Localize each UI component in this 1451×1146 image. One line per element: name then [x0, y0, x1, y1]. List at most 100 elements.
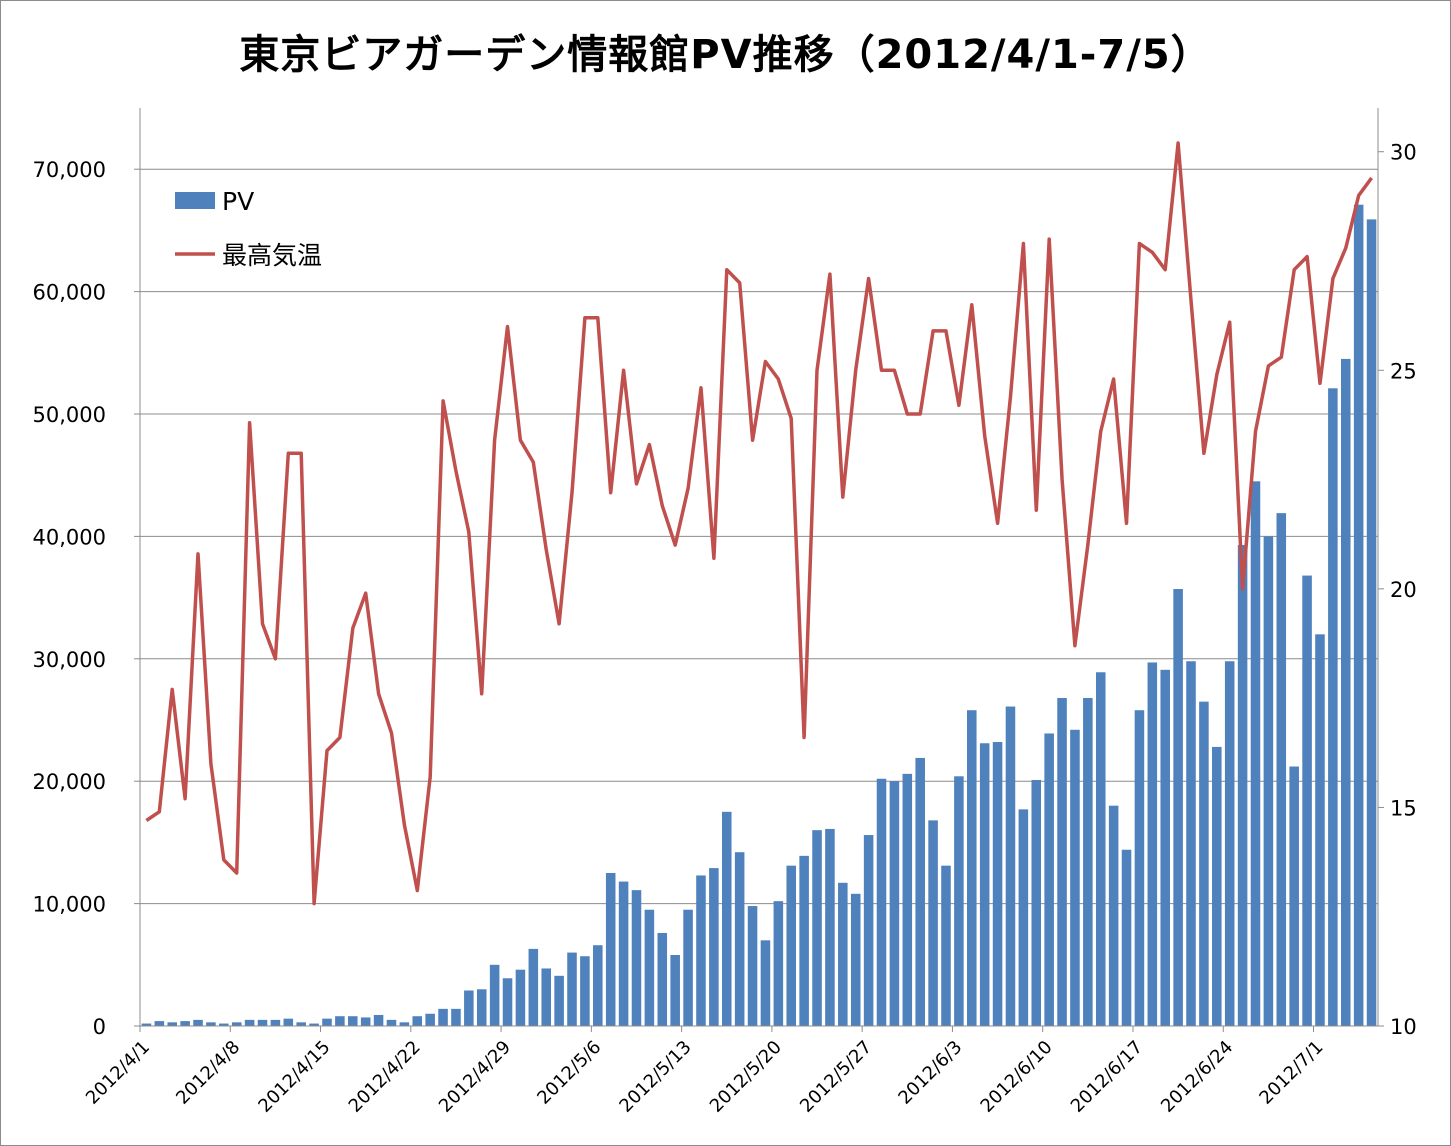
pv-bar	[915, 757, 925, 1026]
pv-bar	[683, 909, 693, 1026]
pv-bar	[838, 882, 848, 1026]
legend-temp-label: 最高気温	[222, 241, 322, 270]
pv-bar	[1173, 589, 1183, 1026]
pv-bar	[1315, 634, 1325, 1026]
pv-bar	[1160, 669, 1170, 1026]
pv-bar	[360, 1017, 371, 1026]
pv-bar	[631, 890, 642, 1026]
x-tick-label: 2012/5/20	[706, 1037, 786, 1117]
pv-bar	[1289, 766, 1299, 1026]
x-tick-label: 2012/4/1	[82, 1037, 154, 1109]
pv-bar	[644, 909, 655, 1026]
pv-bar	[657, 932, 668, 1026]
pv-bar	[502, 978, 513, 1026]
pv-bar	[141, 1023, 152, 1026]
pv-bar	[1186, 661, 1196, 1026]
pv-bar	[863, 835, 874, 1026]
pv-bar	[283, 1018, 294, 1026]
pv-bar	[979, 743, 990, 1026]
pv-bar	[941, 865, 951, 1026]
pv-bar	[825, 828, 835, 1026]
pv-bar	[709, 868, 719, 1026]
left-tick-label: 40,000	[33, 525, 106, 549]
pv-bar	[386, 1019, 397, 1026]
left-tick-label: 0	[93, 1015, 106, 1039]
left-tick-label: 30,000	[33, 648, 106, 672]
chart-title: 東京ビアガーデン情報館PV推移（2012/4/1-7/5）	[239, 32, 1212, 78]
pv-bar	[464, 990, 474, 1026]
pv-bar	[425, 1013, 435, 1026]
temperature-polyline	[145, 141, 1374, 906]
pv-bar	[902, 773, 913, 1026]
x-tick-label: 2012/5/6	[533, 1037, 605, 1109]
pv-bar	[1018, 809, 1029, 1026]
pv-bar	[773, 901, 784, 1026]
pv-bar	[373, 1014, 384, 1026]
pv-bar	[476, 989, 487, 1026]
legend: PV 最高気温	[175, 187, 322, 270]
pv-bar	[399, 1022, 410, 1026]
pv-bar	[876, 778, 887, 1026]
pv-bar	[270, 1019, 281, 1026]
pv-bar	[721, 811, 732, 1026]
pv-bar	[206, 1022, 216, 1026]
pv-bar	[257, 1019, 268, 1026]
pv-bar	[322, 1018, 332, 1026]
pv-bars	[141, 204, 1377, 1027]
left-tick-label: 70,000	[33, 158, 106, 182]
pv-bar	[760, 940, 771, 1026]
pv-bar	[1224, 661, 1235, 1026]
x-tick-label: 2012/6/10	[977, 1037, 1057, 1117]
axes	[134, 108, 1384, 1032]
x-tick-label: 2012/7/1	[1255, 1037, 1327, 1109]
x-tick-label: 2012/5/13	[615, 1037, 695, 1117]
pv-bar	[348, 1016, 358, 1026]
legend-pv-label: PV	[222, 187, 254, 216]
pv-bar	[1057, 697, 1067, 1026]
pv-bar	[1083, 697, 1093, 1026]
pv-bar	[1328, 388, 1338, 1026]
x-axis-ticks: 2012/4/1 2012/4/8 2012/4/15 2012/4/22 2012/4…	[82, 1037, 1328, 1117]
pv-bar	[1199, 701, 1209, 1026]
pv-bar	[1031, 779, 1042, 1026]
pv-bar	[244, 1019, 255, 1026]
pv-bar	[1366, 219, 1377, 1026]
x-tick-label: 2012/6/3	[894, 1037, 966, 1109]
pv-bar	[605, 873, 616, 1026]
pv-bar	[1044, 733, 1054, 1026]
pv-bar	[618, 881, 629, 1026]
x-tick-label: 2012/4/15	[254, 1037, 334, 1117]
pv-bar	[928, 820, 938, 1026]
pv-bar	[231, 1022, 242, 1026]
pv-bar	[992, 742, 1003, 1026]
pv-bar	[593, 945, 603, 1026]
pv-bar	[1121, 849, 1132, 1026]
x-tick-label: 2012/4/22	[345, 1037, 425, 1117]
pv-bar	[580, 956, 590, 1026]
pv-bar	[451, 1008, 461, 1026]
pv-bar	[1108, 805, 1119, 1026]
left-tick-label: 20,000	[33, 770, 106, 794]
pv-bar	[1250, 481, 1261, 1026]
left-tick-label: 60,000	[33, 281, 106, 305]
pv-bar	[1353, 204, 1364, 1027]
pv-bar	[309, 1023, 319, 1026]
pv-bar	[335, 1016, 345, 1026]
pv-bar	[799, 855, 809, 1026]
pv-bar	[1147, 662, 1158, 1026]
x-tick-label: 2012/6/24	[1157, 1037, 1237, 1117]
pv-bar	[515, 969, 526, 1026]
left-axis-ticks: 0 10,000 20,000 30,000 40,000 50,000 60,000 70,…	[33, 158, 106, 1039]
pv-bar	[1276, 513, 1287, 1026]
pv-bar	[180, 1021, 190, 1026]
pv-bar	[1212, 746, 1222, 1026]
pv-bar	[554, 975, 564, 1026]
grid-lines	[140, 168, 1378, 905]
x-tick-label: 2012/5/27	[796, 1037, 876, 1117]
pv-bar	[528, 948, 539, 1026]
pv-bar	[1134, 710, 1145, 1026]
pv-bar	[154, 1021, 165, 1026]
right-tick-label: 25	[1390, 359, 1417, 383]
pv-bar	[967, 710, 977, 1026]
pv-bar	[1263, 536, 1274, 1026]
